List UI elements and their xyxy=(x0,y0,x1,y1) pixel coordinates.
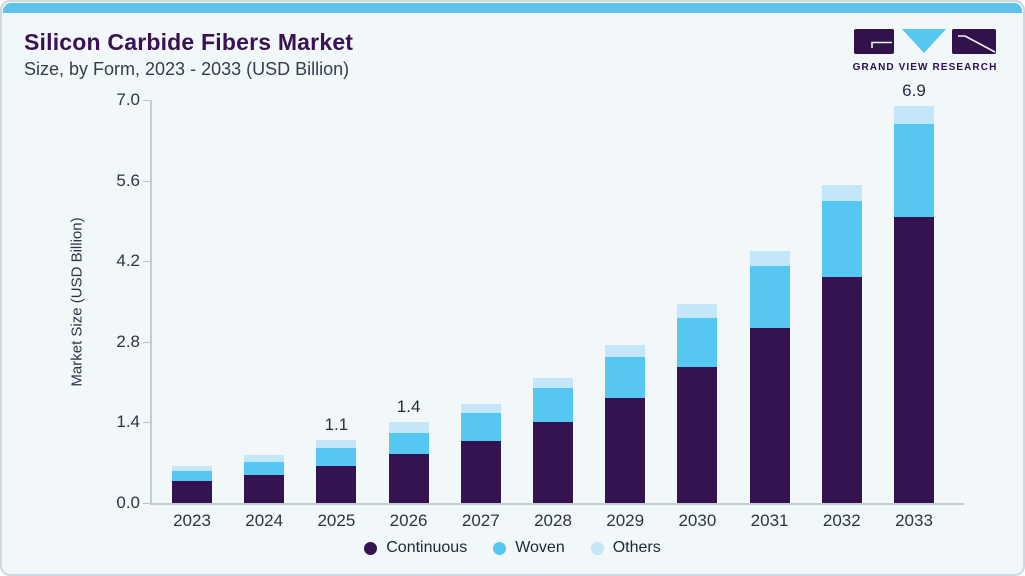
bar-segment-continuous-2030 xyxy=(677,367,718,503)
legend-item-woven: Woven xyxy=(493,539,565,557)
y-tick-label: 1.4 xyxy=(116,412,140,432)
legend-item-others: Others xyxy=(590,539,661,557)
bar-segment-continuous-2032 xyxy=(821,276,862,503)
logo-left-block xyxy=(854,29,894,54)
x-axis-label-2029: 2029 xyxy=(606,511,645,530)
y-tick-mark xyxy=(143,341,150,343)
legend-dot-woven xyxy=(493,541,507,555)
bar-segment-others-2029 xyxy=(605,345,646,357)
bar-segment-woven-2026 xyxy=(388,432,429,455)
y-tick-label: 7.0 xyxy=(116,90,140,109)
gvr-logo-mark xyxy=(854,29,996,54)
bar-segment-woven-2024 xyxy=(244,461,285,476)
bar-segment-woven-2031 xyxy=(749,265,790,328)
x-axis-label-2032: 2032 xyxy=(822,511,861,530)
bar-segment-woven-2033 xyxy=(894,123,934,217)
bar-segment-continuous-2025 xyxy=(316,466,357,503)
y-tick-label: 0.0 xyxy=(116,493,140,512)
bar-segment-woven-2032 xyxy=(821,201,862,277)
bar-total-label-2026: 1.4 xyxy=(396,397,421,417)
x-axis-label-2023: 2023 xyxy=(173,511,211,530)
logo-g-stroke xyxy=(871,41,892,48)
y-axis-line xyxy=(150,100,152,503)
y-tick-label: 5.6 xyxy=(116,170,140,190)
y-tick-mark xyxy=(143,422,150,424)
bar-segment-others-2030 xyxy=(677,304,718,318)
logo-r-stroke xyxy=(958,35,996,53)
bar-segment-woven-2028 xyxy=(533,388,573,423)
page-subtitle: Size, by Form, 2023 - 2033 (USD Billion) xyxy=(24,59,350,79)
x-axis-label-2027: 2027 xyxy=(461,511,500,530)
bar-segment-others-2033 xyxy=(894,105,934,124)
bar-segment-others-2023 xyxy=(172,465,212,472)
y-axis-title: Market Size (USD Billion) xyxy=(68,217,86,387)
bar-segment-continuous-2023 xyxy=(172,481,212,503)
bar-segment-others-2025 xyxy=(316,439,357,449)
bar-segment-others-2027 xyxy=(460,403,501,414)
x-axis-label-2024: 2024 xyxy=(245,511,284,530)
legend-dot-continuous xyxy=(364,541,378,555)
y-tick-mark xyxy=(143,261,150,263)
y-tick-label: 4.2 xyxy=(116,251,140,271)
legend-label-others: Others xyxy=(612,539,661,556)
y-tick-mark xyxy=(143,100,150,101)
legend: Continuous Woven Others xyxy=(2,539,1023,557)
legend-label-continuous: Continuous xyxy=(386,539,468,556)
bar-segment-continuous-2024 xyxy=(244,475,285,503)
bar-segment-continuous-2027 xyxy=(460,441,501,503)
y-tick-label: 2.8 xyxy=(116,331,140,351)
bar-segment-others-2031 xyxy=(749,251,790,266)
x-axis-label-2028: 2028 xyxy=(534,511,572,530)
bar-segment-others-2032 xyxy=(821,184,862,202)
bar-segment-woven-2025 xyxy=(316,448,357,467)
bar-segment-woven-2030 xyxy=(677,317,718,368)
x-axis-label-2026: 2026 xyxy=(389,511,428,530)
bar-segment-woven-2027 xyxy=(460,413,501,442)
bar-segment-woven-2023 xyxy=(172,471,212,482)
bar-total-label-2033: 6.9 xyxy=(902,80,926,100)
bar-segment-continuous-2026 xyxy=(388,454,429,503)
x-axis-label-2033: 2033 xyxy=(895,511,933,530)
top-accent-bar xyxy=(3,3,1022,13)
x-axis-label-2030: 2030 xyxy=(678,511,717,530)
grand-view-research-logo: GRAND VIEW RESEARCH xyxy=(851,29,999,73)
bar-segment-others-2026 xyxy=(388,422,429,433)
legend-item-continuous: Continuous xyxy=(364,539,467,557)
bar-segment-others-2024 xyxy=(244,454,285,462)
y-tick-mark xyxy=(143,503,150,504)
bar-segment-others-2028 xyxy=(533,378,573,389)
logo-text: GRAND VIEW RESEARCH xyxy=(852,62,998,73)
x-axis-line xyxy=(150,503,964,505)
bar-segment-continuous-2028 xyxy=(533,422,573,503)
logo-v-triangle xyxy=(902,29,946,53)
bar-segment-continuous-2033 xyxy=(894,216,934,503)
bar-segment-woven-2029 xyxy=(605,356,646,399)
x-axis-label-2025: 2025 xyxy=(317,511,356,530)
bar-segment-continuous-2031 xyxy=(749,327,790,503)
bar-total-label-2025: 1.1 xyxy=(324,414,349,434)
legend-dot-others xyxy=(590,541,604,555)
x-axis-label-2031: 2031 xyxy=(750,511,789,530)
bar-segment-continuous-2029 xyxy=(605,398,646,503)
page-title: Silicon Carbide Fibers Market xyxy=(24,29,354,55)
legend-label-woven: Woven xyxy=(515,539,565,556)
y-tick-mark xyxy=(143,180,150,182)
